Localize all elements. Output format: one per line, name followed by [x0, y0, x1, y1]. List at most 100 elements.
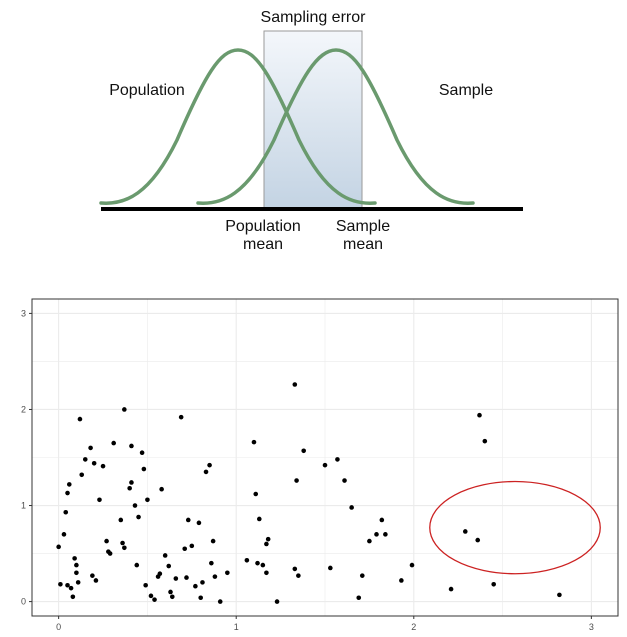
data-point [136, 514, 141, 520]
data-point [475, 537, 481, 543]
data-point [82, 457, 88, 462]
data-point [139, 450, 145, 455]
data-point [91, 460, 97, 466]
data-point [335, 457, 340, 462]
data-point [134, 562, 140, 568]
sample-mean-label-line1: Sample [336, 218, 390, 235]
x-tick-label: 2 [411, 622, 416, 632]
data-point [244, 557, 250, 563]
data-point [217, 599, 223, 604]
data-point [189, 543, 195, 549]
data-point [122, 407, 127, 412]
data-point [253, 491, 259, 497]
data-point [264, 570, 269, 576]
sample-mean-label-line2: mean [343, 236, 383, 253]
data-point [72, 556, 77, 561]
data-point [111, 440, 116, 446]
data-point [88, 445, 93, 451]
data-point [482, 438, 488, 444]
data-point [265, 536, 271, 542]
data-point [274, 599, 280, 604]
sample-label: Sample [439, 82, 493, 99]
y-tick-label: 1 [21, 501, 26, 511]
data-point [173, 576, 179, 581]
data-point [166, 563, 172, 569]
x-tick-label: 1 [234, 622, 239, 632]
data-point [264, 541, 269, 547]
data-point [65, 582, 70, 588]
data-point [260, 562, 266, 568]
data-point [169, 594, 175, 600]
data-point [148, 593, 154, 599]
plot-border [31, 298, 619, 617]
data-point [104, 538, 109, 544]
data-point [178, 414, 184, 420]
data-point [143, 582, 148, 588]
data-point [159, 486, 164, 492]
data-point [198, 595, 203, 601]
data-point [349, 505, 354, 510]
data-point [209, 560, 214, 566]
data-point [141, 466, 147, 472]
data-point [168, 589, 173, 595]
data-point [127, 485, 132, 491]
data-points [56, 382, 562, 604]
data-point [210, 538, 216, 544]
data-point [256, 516, 262, 522]
data-point [292, 382, 298, 387]
data-point [157, 571, 163, 577]
data-point [557, 592, 562, 598]
data-point [251, 439, 257, 445]
data-point [185, 517, 191, 523]
x-tick-label: 3 [589, 622, 594, 632]
data-point [462, 529, 468, 534]
data-point [129, 480, 134, 485]
data-point [196, 520, 202, 526]
population-curve [99, 48, 377, 205]
data-point [97, 497, 102, 503]
data-point [359, 573, 365, 578]
data-point [58, 582, 63, 587]
data-point [77, 416, 83, 422]
data-point [56, 544, 61, 550]
data-point [93, 578, 99, 583]
data-point [379, 517, 385, 523]
sampling-error-diagram: Sampling error Population Sample Populat… [99, 9, 523, 253]
data-point [75, 580, 81, 585]
data-point [322, 462, 328, 468]
data-point [301, 448, 306, 454]
data-point [107, 551, 113, 556]
highlight-circle [429, 480, 601, 575]
data-point [200, 580, 205, 585]
data-point [68, 585, 74, 591]
data-point [182, 546, 188, 552]
data-point [184, 575, 189, 580]
data-point [90, 573, 95, 578]
data-point [477, 412, 482, 418]
data-point [61, 532, 67, 537]
data-point [66, 482, 72, 487]
data-point [122, 545, 127, 551]
data-point [448, 586, 454, 592]
data-point [118, 517, 124, 523]
data-point [207, 462, 212, 468]
data-point [193, 583, 198, 589]
data-point [399, 578, 404, 583]
population-label: Population [109, 82, 185, 99]
data-point [255, 560, 260, 566]
data-point [152, 597, 157, 602]
data-point [63, 509, 69, 515]
y-tick-label: 0 [21, 597, 26, 607]
data-point [383, 532, 388, 537]
data-point [203, 469, 209, 475]
population-mean-label-line2: mean [243, 236, 283, 253]
data-point [225, 570, 230, 576]
y-tick-label: 3 [21, 308, 26, 318]
data-point [294, 478, 299, 483]
data-point [70, 594, 76, 600]
data-point [162, 553, 168, 558]
data-point [129, 443, 134, 449]
data-point [409, 562, 415, 568]
data-point [367, 538, 372, 544]
data-point [100, 463, 106, 469]
